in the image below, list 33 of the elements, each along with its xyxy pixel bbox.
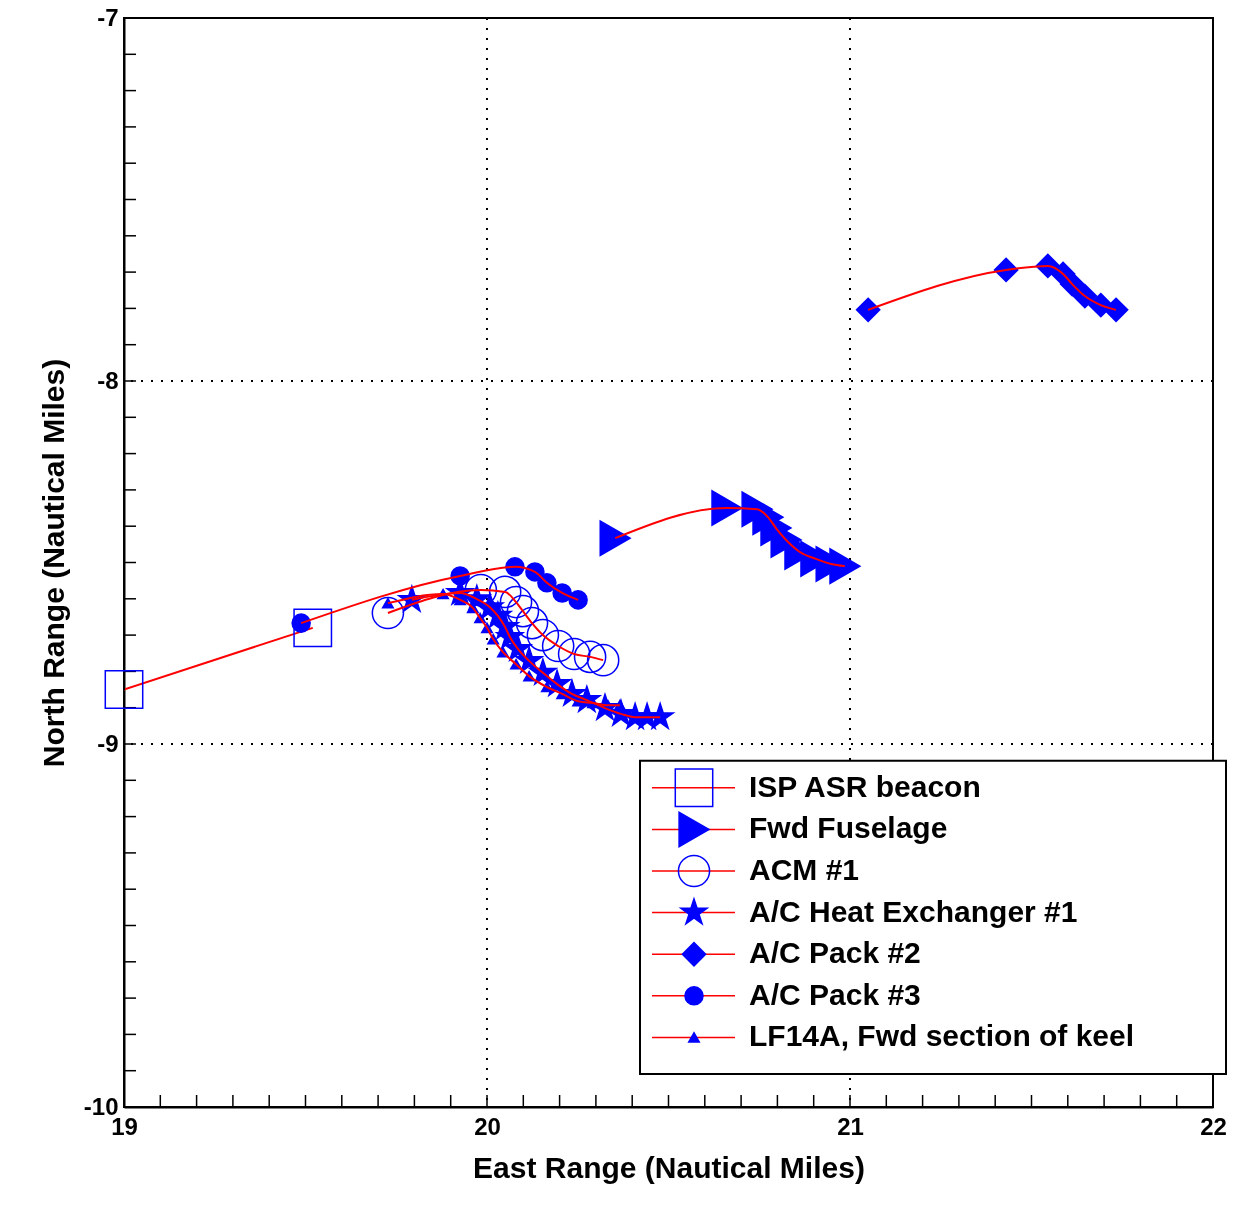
- point: [499, 585, 533, 619]
- point: [599, 520, 631, 557]
- point: [515, 606, 549, 640]
- y-tick-label: -8: [97, 366, 119, 394]
- point: [293, 608, 333, 648]
- legend-label: Fwd Fuselage: [749, 811, 948, 845]
- point: [557, 637, 591, 671]
- point: [506, 594, 540, 628]
- point: [1103, 297, 1129, 323]
- legend-label: ACM #1: [749, 853, 860, 886]
- point: [586, 643, 620, 677]
- x-axis-title: East Range (Nautical Miles): [473, 1150, 865, 1184]
- legend-label: A/C Heat Exchanger #1: [749, 894, 1078, 928]
- point: [291, 613, 311, 633]
- x-tick-label: 21: [837, 1112, 864, 1140]
- point: [541, 629, 575, 663]
- legend-label: ISP ASR beacon: [749, 769, 981, 803]
- legend-label: A/C Pack #2: [749, 936, 921, 970]
- x-tick-label: 22: [1200, 1112, 1227, 1140]
- y-tick-label: -9: [97, 729, 119, 757]
- point: [568, 590, 588, 610]
- y-tick-label: -7: [97, 3, 119, 31]
- legend-label: A/C Pack #3: [749, 977, 921, 1011]
- point: [371, 596, 405, 630]
- point: [829, 548, 861, 585]
- point: [855, 297, 881, 323]
- x-tick-label: 20: [474, 1112, 501, 1140]
- point: [526, 618, 560, 652]
- point: [488, 575, 522, 609]
- point: [573, 640, 607, 674]
- point: [104, 670, 144, 710]
- y-axis-title: North Range (Nautical Miles): [36, 358, 70, 768]
- legend-label: LF14A, Fwd section of keel: [749, 1019, 1135, 1053]
